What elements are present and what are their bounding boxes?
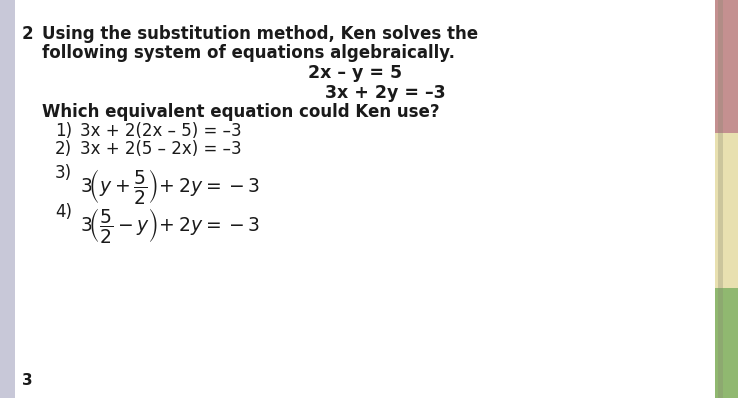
Text: 3x + 2(5 – 2x) = –3: 3x + 2(5 – 2x) = –3 bbox=[80, 140, 241, 158]
Text: $3\!\left(\dfrac{5}{2}-y\right)\!+2y=-3$: $3\!\left(\dfrac{5}{2}-y\right)\!+2y=-3$ bbox=[80, 206, 260, 245]
Text: 3x + 2y = –3: 3x + 2y = –3 bbox=[325, 84, 445, 102]
Text: $3\!\left(y+\dfrac{5}{2}\right)\!+2y=-3$: $3\!\left(y+\dfrac{5}{2}\right)\!+2y=-3$ bbox=[80, 167, 260, 206]
Text: Which equivalent equation could Ken use?: Which equivalent equation could Ken use? bbox=[42, 103, 440, 121]
Text: 2x – y = 5: 2x – y = 5 bbox=[308, 64, 402, 82]
Bar bbox=[715, 0, 738, 133]
Bar bbox=[715, 133, 738, 288]
Text: 1): 1) bbox=[55, 122, 72, 140]
Text: Using the substitution method, Ken solves the: Using the substitution method, Ken solve… bbox=[42, 25, 478, 43]
Text: 2): 2) bbox=[55, 140, 72, 158]
Text: 2: 2 bbox=[22, 25, 34, 43]
Text: following system of equations algebraically.: following system of equations algebraica… bbox=[42, 44, 455, 62]
Text: 3: 3 bbox=[22, 373, 32, 388]
Bar bbox=[718, 0, 723, 398]
Text: 3x + 2(2x – 5) = –3: 3x + 2(2x – 5) = –3 bbox=[80, 122, 241, 140]
Bar bbox=[715, 288, 738, 398]
Text: 4): 4) bbox=[55, 203, 72, 221]
Text: 3): 3) bbox=[55, 164, 72, 182]
Bar bbox=[0, 0, 15, 398]
